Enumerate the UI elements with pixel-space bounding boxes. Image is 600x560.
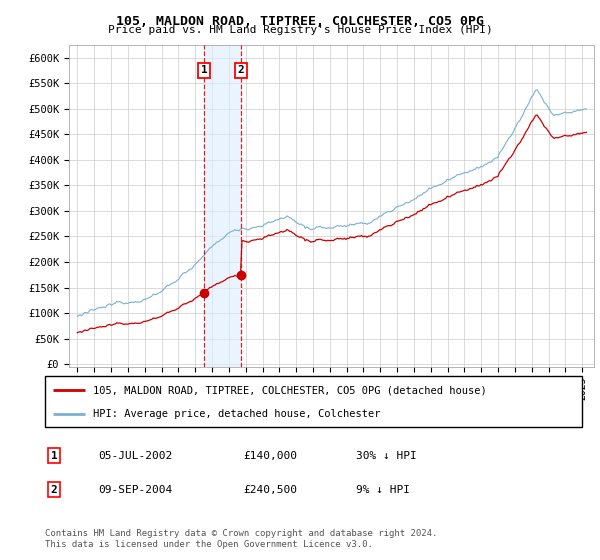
Text: 9% ↓ HPI: 9% ↓ HPI — [356, 484, 410, 494]
Text: Price paid vs. HM Land Registry's House Price Index (HPI): Price paid vs. HM Land Registry's House … — [107, 25, 493, 35]
Text: £240,500: £240,500 — [244, 484, 298, 494]
Text: 2: 2 — [238, 66, 244, 76]
Text: 2: 2 — [51, 484, 58, 494]
Text: 05-JUL-2002: 05-JUL-2002 — [98, 450, 173, 460]
Text: 105, MALDON ROAD, TIPTREE, COLCHESTER, CO5 0PG: 105, MALDON ROAD, TIPTREE, COLCHESTER, C… — [116, 15, 484, 27]
Text: Contains HM Land Registry data © Crown copyright and database right 2024.
This d: Contains HM Land Registry data © Crown c… — [45, 529, 437, 549]
Text: HPI: Average price, detached house, Colchester: HPI: Average price, detached house, Colc… — [94, 409, 381, 419]
Text: 1: 1 — [51, 450, 58, 460]
Text: 09-SEP-2004: 09-SEP-2004 — [98, 484, 173, 494]
Text: 105, MALDON ROAD, TIPTREE, COLCHESTER, CO5 0PG (detached house): 105, MALDON ROAD, TIPTREE, COLCHESTER, C… — [94, 385, 487, 395]
Text: £140,000: £140,000 — [244, 450, 298, 460]
Text: 30% ↓ HPI: 30% ↓ HPI — [356, 450, 417, 460]
FancyBboxPatch shape — [45, 376, 582, 427]
Bar — [204, 45, 241, 367]
Text: 1: 1 — [201, 66, 208, 76]
